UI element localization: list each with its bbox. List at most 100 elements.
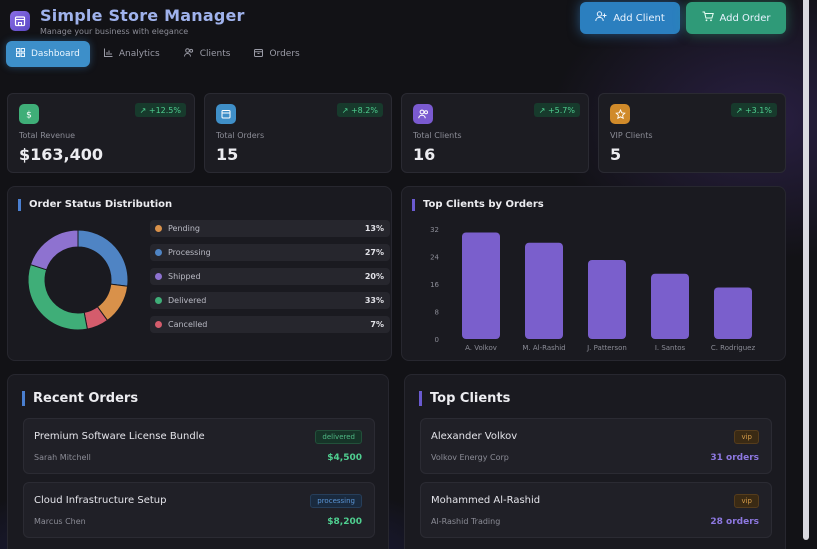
status-dot	[155, 273, 162, 280]
order-item[interactable]: Cloud Infrastructure Setup Marcus Chen p…	[23, 482, 375, 538]
status-row-cancelled: Cancelled 7%	[150, 316, 390, 333]
users-icon	[413, 104, 433, 124]
stat-value: 5	[610, 145, 622, 164]
order-client: Marcus Chen	[34, 517, 86, 526]
status-dot	[155, 225, 162, 232]
donut-slice-processing[interactable]	[77, 229, 129, 287]
stat-label: Total Clients	[413, 131, 462, 140]
user-plus-icon	[595, 11, 607, 25]
status-dot	[155, 321, 162, 328]
top-clients-chart-panel: Top Clients by Orders 0 8 16 24 32 A. Volkov M…	[401, 186, 786, 361]
order-name: Cloud Infrastructure Setup	[34, 495, 167, 506]
status-percent: 13%	[364, 224, 384, 233]
client-company: Al-Rashid Trading	[431, 517, 501, 526]
box-icon	[216, 104, 236, 124]
app-header: Simple Store Manager Manage your busines…	[10, 4, 245, 38]
trend-badge: ↗ +5.7%	[533, 103, 580, 117]
status-row-delivered: Delivered 33%	[150, 292, 390, 309]
cart-icon	[702, 11, 714, 25]
status-percent: 33%	[364, 296, 384, 305]
y-tick-label: 32	[430, 226, 439, 234]
add-order-button[interactable]: Add Order	[686, 2, 786, 34]
tab-label: Dashboard	[31, 49, 80, 59]
bar-1[interactable]	[462, 232, 500, 339]
tab-label: Orders	[269, 49, 300, 59]
panel-title: Order Status Distribution	[18, 199, 172, 211]
app-title: Simple Store Manager	[40, 5, 245, 25]
stat-value: 16	[413, 145, 436, 164]
order-item[interactable]: Premium Software License Bundle Sarah Mi…	[23, 418, 375, 474]
client-item[interactable]: Mohammed Al-Rashid Al-Rashid Trading vip…	[420, 482, 772, 538]
client-name: Mohammed Al-Rashid	[431, 495, 541, 506]
order-name: Premium Software License Bundle	[34, 431, 205, 442]
tab-clients[interactable]: Clients	[174, 41, 241, 67]
bar-2[interactable]	[525, 242, 563, 339]
client-company: Volkov Energy Corp	[431, 453, 509, 462]
stat-card-orders: ↗ +8.2% Total Orders 15	[204, 93, 392, 173]
x-tick-label: M. Al-Rashid	[522, 344, 565, 352]
vip-badge: vip	[734, 494, 759, 508]
y-tick-label: 8	[435, 309, 439, 317]
trend-badge: ↗ +12.5%	[134, 103, 186, 117]
status-row-pending: Pending 13%	[150, 220, 390, 237]
status-label: Delivered	[168, 296, 207, 305]
store-logo-icon	[10, 11, 30, 31]
recent-orders-panel: Recent Orders Premium Software License B…	[7, 374, 389, 549]
stat-label: Total Orders	[216, 131, 265, 140]
bar-5[interactable]	[714, 287, 752, 339]
order-amount: $8,200	[327, 517, 362, 527]
dollar-icon: $	[19, 104, 39, 124]
order-client: Sarah Mitchell	[34, 453, 91, 462]
status-dot	[155, 297, 162, 304]
status-badge: delivered	[315, 430, 362, 444]
y-tick-label: 16	[430, 281, 439, 289]
bar-3[interactable]	[588, 259, 626, 339]
status-label: Processing	[168, 248, 211, 257]
client-order-count: 31 orders	[710, 453, 759, 463]
tab-orders[interactable]: Orders	[244, 41, 309, 67]
bar-chart-icon	[103, 48, 113, 60]
stat-value: $163,400	[19, 145, 104, 164]
status-percent: 20%	[364, 272, 384, 281]
bar-4[interactable]	[651, 273, 689, 339]
panel-title: Top Clients by Orders	[412, 199, 544, 211]
status-label: Cancelled	[168, 320, 208, 329]
status-label: Pending	[168, 224, 200, 233]
status-percent: 27%	[364, 248, 384, 257]
client-order-count: 28 orders	[710, 517, 759, 527]
vip-badge: vip	[734, 430, 759, 444]
star-icon	[610, 104, 630, 124]
stat-card-vip: ↗ +3.1% VIP Clients 5	[598, 93, 786, 173]
top-clients-panel: Top Clients Alexander Volkov Volkov Ener…	[404, 374, 786, 549]
order-status-donut-chart	[27, 229, 129, 331]
box-icon	[254, 48, 264, 60]
donut-slice-shipped[interactable]	[29, 229, 79, 271]
status-percent: 7%	[370, 320, 384, 329]
trend-badge: ↗ +3.1%	[730, 103, 777, 117]
panel-title: Recent Orders	[22, 391, 138, 406]
stat-card-clients: ↗ +5.7% Total Clients 16	[401, 93, 589, 173]
tab-label: Analytics	[118, 49, 160, 59]
svg-text:$: $	[26, 110, 32, 119]
stat-value: 15	[216, 145, 239, 164]
add-client-label: Add Client	[613, 12, 665, 24]
status-dot	[155, 249, 162, 256]
status-row-shipped: Shipped 20%	[150, 268, 390, 285]
app-subtitle: Manage your business with elegance	[40, 26, 189, 36]
panel-title: Top Clients	[419, 391, 510, 406]
window-edge	[803, 0, 809, 540]
tab-analytics[interactable]: Analytics	[94, 41, 170, 67]
tab-dashboard[interactable]: Dashboard	[6, 41, 90, 67]
x-tick-label: A. Volkov	[465, 344, 497, 352]
order-amount: $4,500	[327, 453, 362, 463]
client-item[interactable]: Alexander Volkov Volkov Energy Corp vip …	[420, 418, 772, 474]
y-tick-label: 24	[430, 254, 439, 262]
tab-label: Clients	[199, 49, 231, 59]
trend-badge: ↗ +8.2%	[336, 103, 383, 117]
x-tick-label: J. Patterson	[586, 344, 627, 352]
users-icon	[183, 48, 194, 60]
y-tick-label: 0	[435, 336, 439, 344]
donut-slice-delivered[interactable]	[27, 263, 88, 331]
add-client-button[interactable]: Add Client	[580, 2, 680, 34]
